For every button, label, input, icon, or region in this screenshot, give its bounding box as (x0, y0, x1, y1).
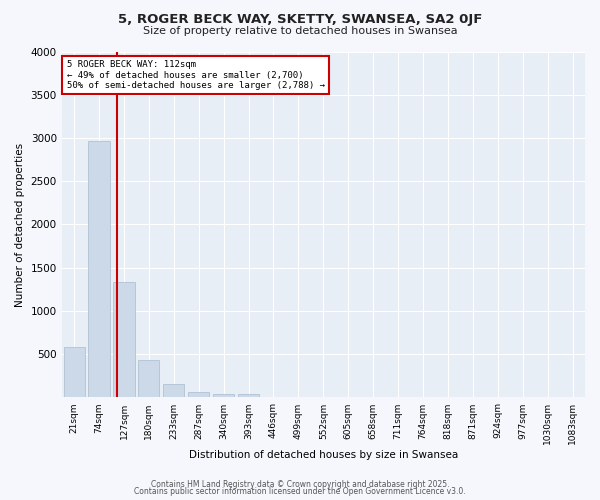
Text: 5 ROGER BECK WAY: 112sqm
← 49% of detached houses are smaller (2,700)
50% of sem: 5 ROGER BECK WAY: 112sqm ← 49% of detach… (67, 60, 325, 90)
Text: 5, ROGER BECK WAY, SKETTY, SWANSEA, SA2 0JF: 5, ROGER BECK WAY, SKETTY, SWANSEA, SA2 … (118, 12, 482, 26)
Bar (163, 384, 184, 398)
Text: Contains public sector information licensed under the Open Government Licence v3: Contains public sector information licen… (134, 488, 466, 496)
Bar (113, 282, 134, 398)
X-axis label: Distribution of detached houses by size in Swansea: Distribution of detached houses by size … (189, 450, 458, 460)
Bar (213, 394, 234, 398)
Text: Contains HM Land Registry data © Crown copyright and database right 2025.: Contains HM Land Registry data © Crown c… (151, 480, 449, 489)
Y-axis label: Number of detached properties: Number of detached properties (15, 142, 25, 306)
Bar (138, 360, 160, 398)
Bar (64, 348, 85, 398)
Bar (238, 394, 259, 398)
Bar (88, 140, 110, 398)
Text: Size of property relative to detached houses in Swansea: Size of property relative to detached ho… (143, 26, 457, 36)
Bar (188, 392, 209, 398)
